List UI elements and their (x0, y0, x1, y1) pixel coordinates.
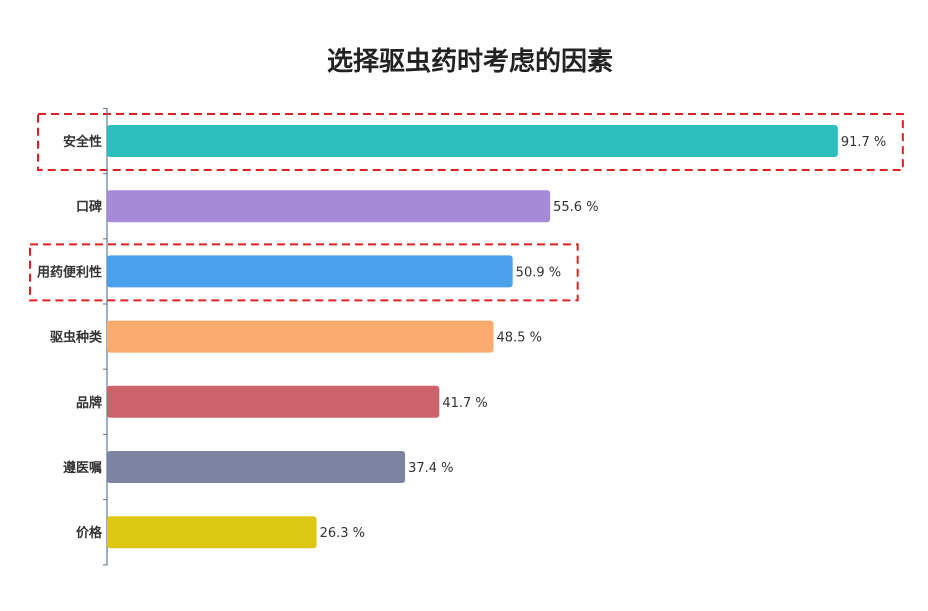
value-label: 55.6 % (553, 200, 598, 215)
highlight-box (37, 113, 904, 171)
value-label: 48.5 % (497, 331, 542, 346)
bar (107, 516, 317, 549)
value-label: 37.4 % (408, 461, 453, 476)
chart-marks: 安全性 91.7 % 口碑 55.6 % 用药便利性 50.9 % 驱虫种类 48.5 % 品牌… (29, 107, 904, 566)
value-label: 41.7 % (442, 396, 487, 411)
bar (107, 190, 551, 223)
category-label: 遵医嘱 (63, 460, 102, 476)
bar (107, 385, 440, 418)
bar (107, 255, 513, 288)
bar (107, 320, 494, 353)
category-label: 品牌 (76, 395, 102, 411)
highlight-box (29, 243, 579, 302)
category-label: 价格 (76, 525, 103, 541)
bar (107, 451, 406, 483)
value-label: 50.9 % (516, 265, 561, 280)
value-label: 91.7 % (841, 135, 886, 150)
category-label: 驱虫种类 (50, 330, 103, 346)
chart-title: 选择驱虫药时考虑的因素 (327, 46, 613, 77)
category-label: 用药便利性 (36, 264, 102, 280)
category-label: 安全性 (63, 134, 102, 150)
value-label: 26.3 % (320, 526, 365, 541)
bar (107, 125, 838, 157)
category-label: 口碑 (76, 199, 102, 215)
